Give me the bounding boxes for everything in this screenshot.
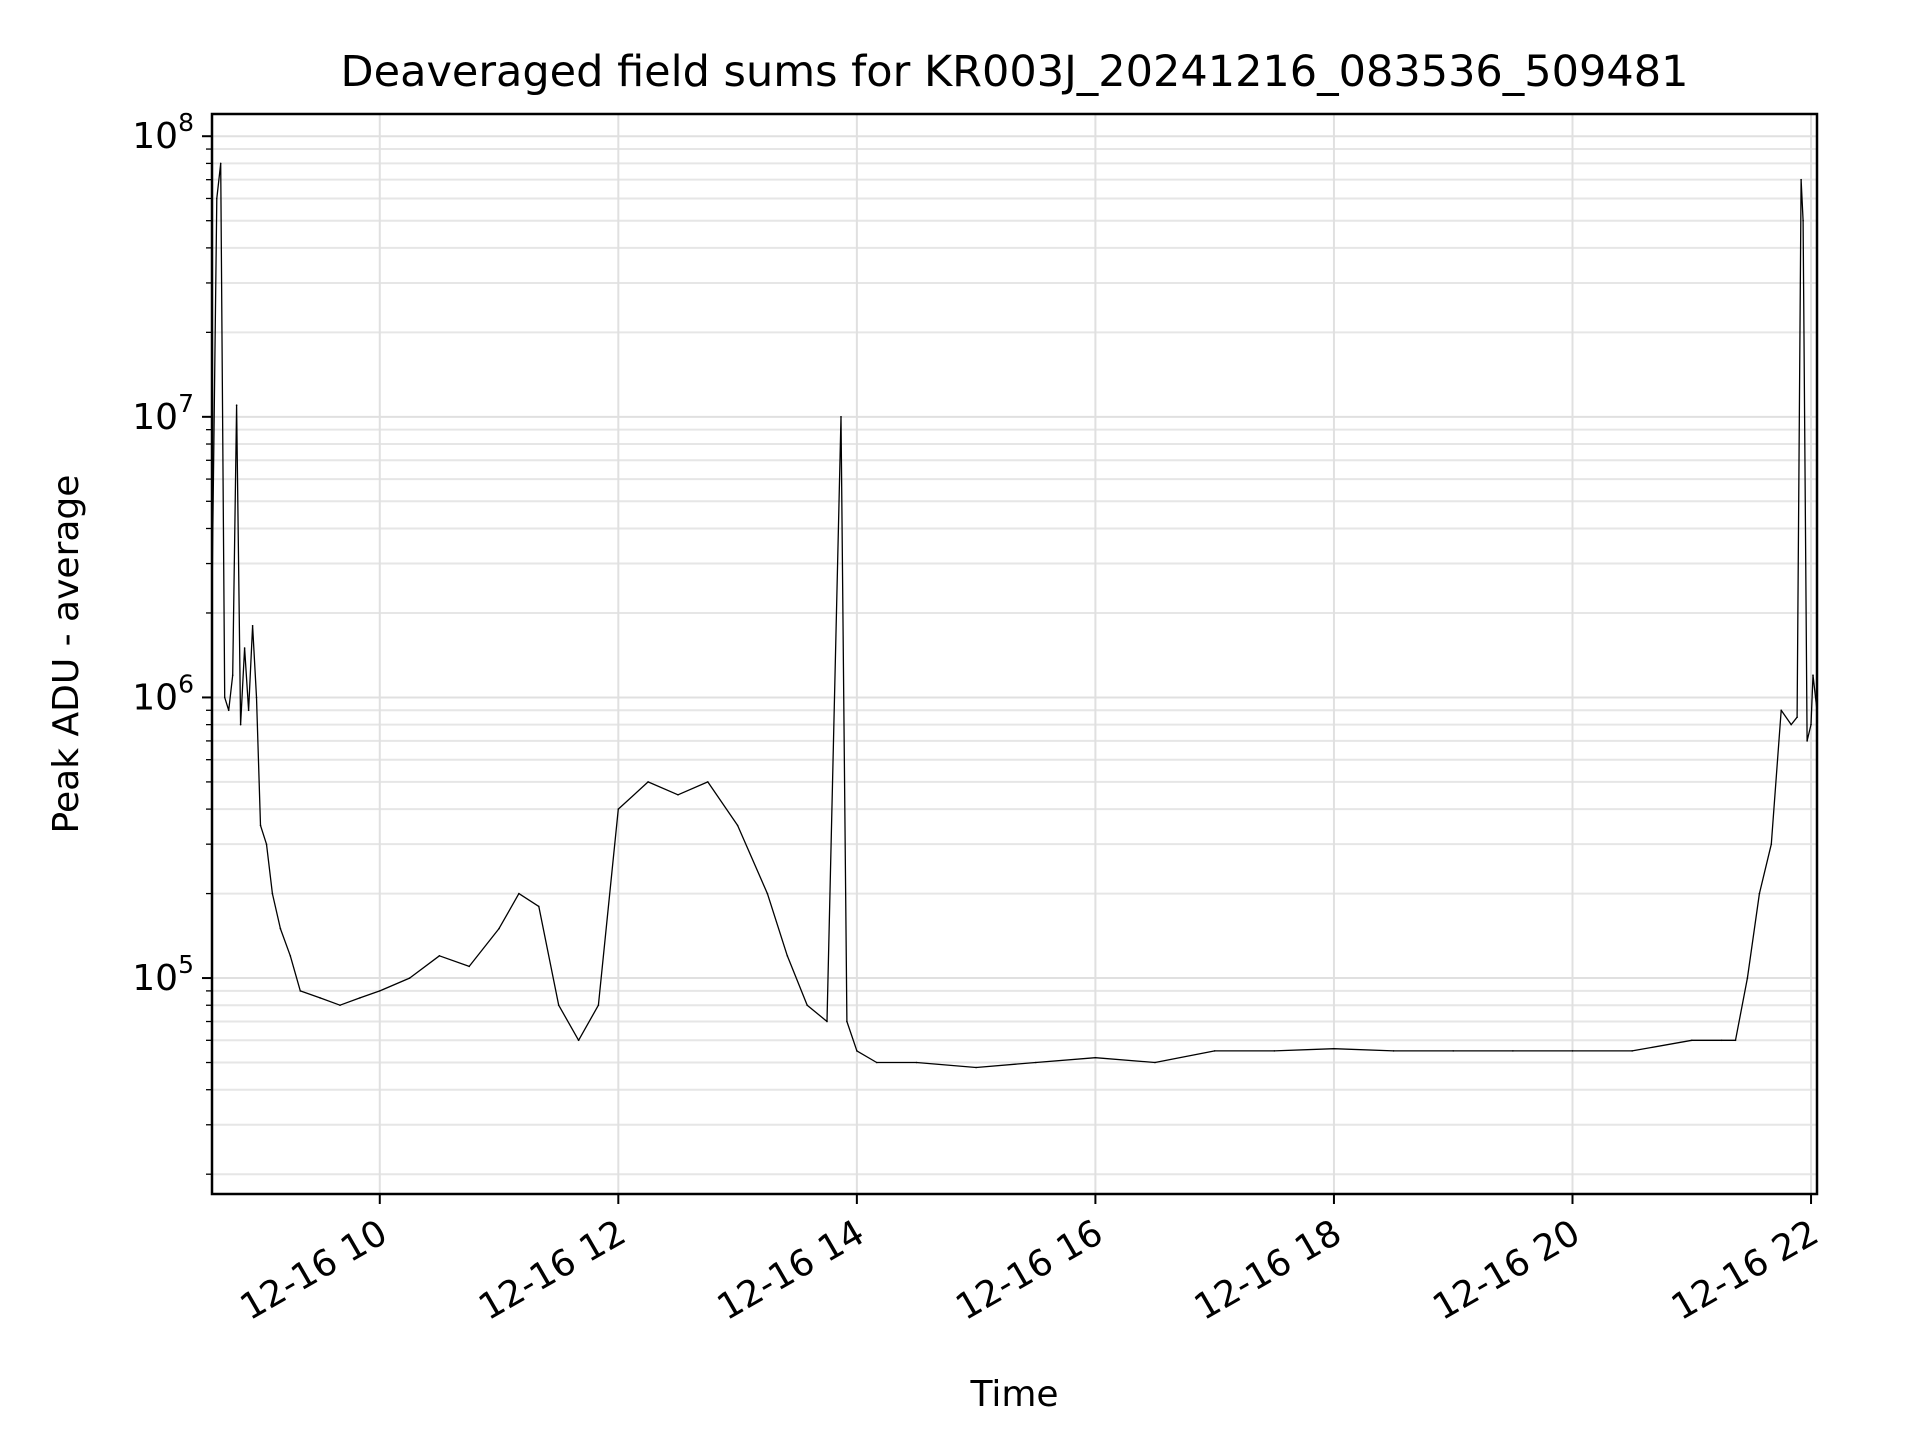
data-point — [1392, 1050, 1395, 1052]
data-point — [875, 1061, 878, 1064]
data-point — [806, 1004, 808, 1006]
data-point — [1452, 1050, 1454, 1052]
y-tick-label-exp: 8 — [178, 108, 194, 137]
plot-area — [212, 162, 1817, 1069]
data-point — [577, 1039, 580, 1042]
data-point — [219, 162, 222, 165]
data-point — [1571, 1050, 1574, 1052]
data-point — [231, 674, 234, 676]
data-point — [846, 1020, 848, 1023]
data-point — [339, 1004, 341, 1006]
data-point — [677, 794, 679, 796]
data-point — [826, 1020, 828, 1023]
data-point — [247, 709, 250, 712]
data-point — [1790, 723, 1792, 726]
data-point — [1746, 977, 1749, 979]
data-point — [1810, 723, 1812, 726]
data-point — [766, 892, 769, 895]
data-point — [438, 955, 441, 957]
data-point — [319, 997, 321, 999]
data-point — [1734, 1039, 1737, 1042]
data-point — [255, 696, 258, 699]
data-point — [271, 892, 274, 895]
y-tick-label-base: 10 — [132, 677, 178, 718]
y-tick-label: 105 — [132, 950, 194, 999]
data-point — [1631, 1050, 1633, 1052]
data-point — [1806, 740, 1808, 742]
data-point — [1770, 843, 1773, 845]
data-point — [647, 781, 649, 783]
data-point — [1035, 1061, 1037, 1064]
data-point — [1094, 1056, 1097, 1059]
data-point — [1154, 1061, 1156, 1064]
data-point — [736, 824, 739, 827]
data-point — [239, 723, 242, 726]
chart-title: Deaveraged field sums for KR003J_2024121… — [341, 47, 1689, 97]
y-axis-label: Peak ADU - average — [46, 475, 87, 834]
data-point — [557, 1004, 560, 1006]
data-point — [408, 977, 411, 979]
data-point — [1273, 1050, 1276, 1052]
data-point — [1333, 1047, 1335, 1050]
grid-lines — [212, 114, 1817, 1194]
data-point — [379, 990, 381, 992]
y-tick-label: 106 — [132, 669, 194, 718]
data-point — [289, 955, 292, 957]
data-point — [1780, 709, 1782, 712]
y-tick-label-exp: 7 — [178, 389, 194, 418]
data-point — [840, 416, 842, 418]
data-point — [299, 990, 302, 992]
data-point — [1512, 1050, 1514, 1052]
data-point — [518, 892, 520, 895]
data-point — [468, 965, 471, 968]
y-tick-label-exp: 6 — [178, 669, 194, 698]
data-point — [1802, 219, 1804, 222]
data-point — [243, 647, 246, 649]
data-point — [359, 997, 361, 999]
y-tick-label: 107 — [132, 389, 194, 438]
y-tick-label-base: 10 — [132, 116, 178, 157]
data-point — [975, 1066, 977, 1069]
series-line — [212, 162, 1817, 1069]
x-axis-label: Time — [969, 1374, 1058, 1415]
data-point — [856, 1050, 858, 1052]
data-point — [227, 709, 230, 712]
data-point — [279, 927, 282, 930]
data-point — [1800, 178, 1802, 181]
data-point — [223, 696, 226, 699]
data-point — [251, 625, 254, 627]
data-point — [538, 905, 540, 908]
data-point — [597, 1004, 600, 1006]
y-tick-label: 108 — [132, 108, 194, 157]
data-point — [265, 843, 268, 845]
y-tick-label-exp: 5 — [178, 950, 194, 979]
y-tick-label-base: 10 — [132, 958, 178, 999]
data-point — [259, 824, 262, 827]
data-point — [1213, 1050, 1216, 1052]
data-point — [786, 955, 789, 957]
data-point — [498, 927, 500, 930]
data-point — [1691, 1039, 1693, 1042]
data-point — [915, 1061, 918, 1064]
y-tick-label-base: 10 — [132, 397, 178, 438]
data-point — [1720, 1039, 1723, 1042]
data-point — [216, 197, 218, 200]
data-point — [1758, 892, 1761, 895]
data-point — [1796, 716, 1798, 718]
data-point — [707, 781, 709, 783]
data-point — [617, 808, 620, 810]
data-point — [235, 404, 238, 407]
data-point — [1812, 674, 1814, 676]
axes-frame — [210, 112, 1819, 1196]
